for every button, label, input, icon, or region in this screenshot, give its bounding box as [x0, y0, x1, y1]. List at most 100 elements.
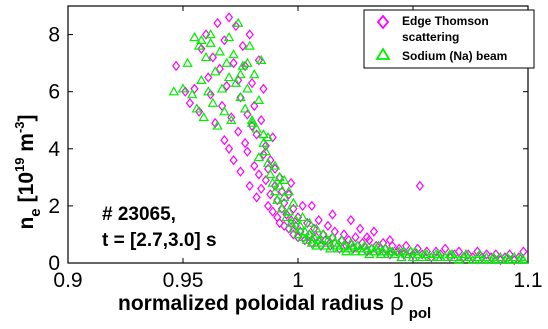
sodium-point [318, 229, 329, 239]
x-tick-label: 1.05 [393, 269, 434, 292]
sodium-point [182, 57, 193, 67]
thomson-point [243, 146, 252, 157]
data-points [168, 12, 529, 266]
thomson-point [254, 55, 264, 66]
sodium-point [387, 246, 398, 256]
sodium-point [336, 234, 347, 244]
thomson-point [206, 89, 215, 100]
thomson-point [282, 209, 291, 220]
sodium-point [359, 240, 370, 250]
thomson-point [231, 20, 241, 32]
sodium-point [364, 249, 375, 259]
sodium-point [278, 191, 290, 202]
thomson-point [217, 100, 227, 112]
thomson-point [190, 83, 199, 94]
thomson-point [365, 234, 374, 246]
thomson-point [268, 206, 277, 217]
thomson-point [266, 189, 275, 200]
sodium-point [216, 83, 228, 93]
thomson-point [351, 232, 360, 243]
sodium-point [235, 91, 246, 102]
thomson-point [243, 109, 252, 120]
thomson-point [234, 126, 243, 137]
thomson-point [213, 17, 222, 29]
thomson-point [436, 249, 445, 260]
sodium-point [168, 86, 180, 96]
sodium-point [315, 237, 327, 247]
thomson-point [222, 80, 231, 92]
sodium-point [380, 243, 391, 253]
sodium-point [306, 237, 318, 247]
y-axis-title-unit2: m [15, 133, 38, 158]
thomson-point [328, 209, 337, 220]
sodium-point [295, 220, 306, 230]
sodium-point [467, 254, 479, 264]
thomson-point [346, 215, 356, 226]
y-tick-label: 6 [48, 81, 60, 104]
sodium-point [209, 66, 221, 76]
thomson-point [514, 252, 523, 263]
sodium-point [373, 240, 384, 250]
sodium-point [285, 217, 297, 227]
sodium-point [297, 211, 308, 222]
sodium-point [177, 83, 189, 93]
sodium-point [350, 246, 361, 256]
sodium-point [281, 211, 292, 222]
y-axis-title: ne [1019 m-3] [12, 114, 44, 229]
sodium-point [476, 254, 488, 264]
annotation-line-1: # 23065, [102, 204, 176, 225]
y-axis-title-subscript: e [27, 208, 44, 216]
thomson-point [321, 234, 330, 246]
thomson-point [204, 72, 213, 83]
thomson-point [415, 180, 425, 192]
sodium-point [396, 251, 407, 262]
thomson-point [220, 135, 229, 146]
sodium-point [320, 240, 331, 250]
thomson-point [185, 97, 195, 109]
sodium-point [246, 114, 258, 124]
sodium-point [366, 243, 377, 253]
sodium-point [219, 106, 230, 116]
sodium-point [508, 251, 520, 262]
sodium-point [198, 111, 209, 122]
sodium-point [235, 69, 246, 79]
sodium-point [407, 251, 419, 262]
x-axis-ticks: 0.9 0.95 1 1.05 1.1 [53, 6, 543, 292]
thomson-point [298, 200, 307, 212]
annotation-line-2: t = [2.7,3.0] s [102, 230, 217, 251]
sodium-point [205, 37, 216, 47]
thomson-point [229, 57, 238, 69]
thomson-point [385, 234, 395, 246]
thomson-point [245, 29, 254, 40]
thomson-point [259, 83, 268, 94]
y-tick-label: 2 [48, 195, 60, 218]
thomson-point [208, 52, 218, 63]
sodium-point [232, 17, 244, 27]
sodium-point [304, 229, 315, 239]
thomson-point [289, 229, 298, 240]
sodium-point [322, 234, 334, 244]
sodium-point [481, 251, 492, 262]
sodium-point [439, 251, 451, 262]
thomson-point [252, 129, 261, 140]
thomson-point [181, 86, 190, 97]
sodium-point [186, 89, 198, 99]
sodium-point [288, 223, 299, 233]
sodium-point [272, 194, 283, 204]
thomson-point [275, 217, 284, 229]
sodium-point [239, 103, 251, 113]
sodium-point [251, 123, 262, 133]
legend-label-thomson: Edge Thomson [402, 14, 489, 28]
thomson-point [307, 200, 316, 212]
x-tick-label: 1 [292, 269, 304, 292]
sodium-point [290, 214, 301, 224]
thomson-point [240, 60, 250, 72]
sodium-point [221, 57, 232, 67]
sodium-point [453, 254, 465, 264]
sodium-point [292, 229, 304, 239]
thomson-point [464, 249, 473, 260]
thomson-point [314, 215, 323, 226]
thomson-point [245, 180, 254, 192]
thomson-point [326, 240, 335, 252]
